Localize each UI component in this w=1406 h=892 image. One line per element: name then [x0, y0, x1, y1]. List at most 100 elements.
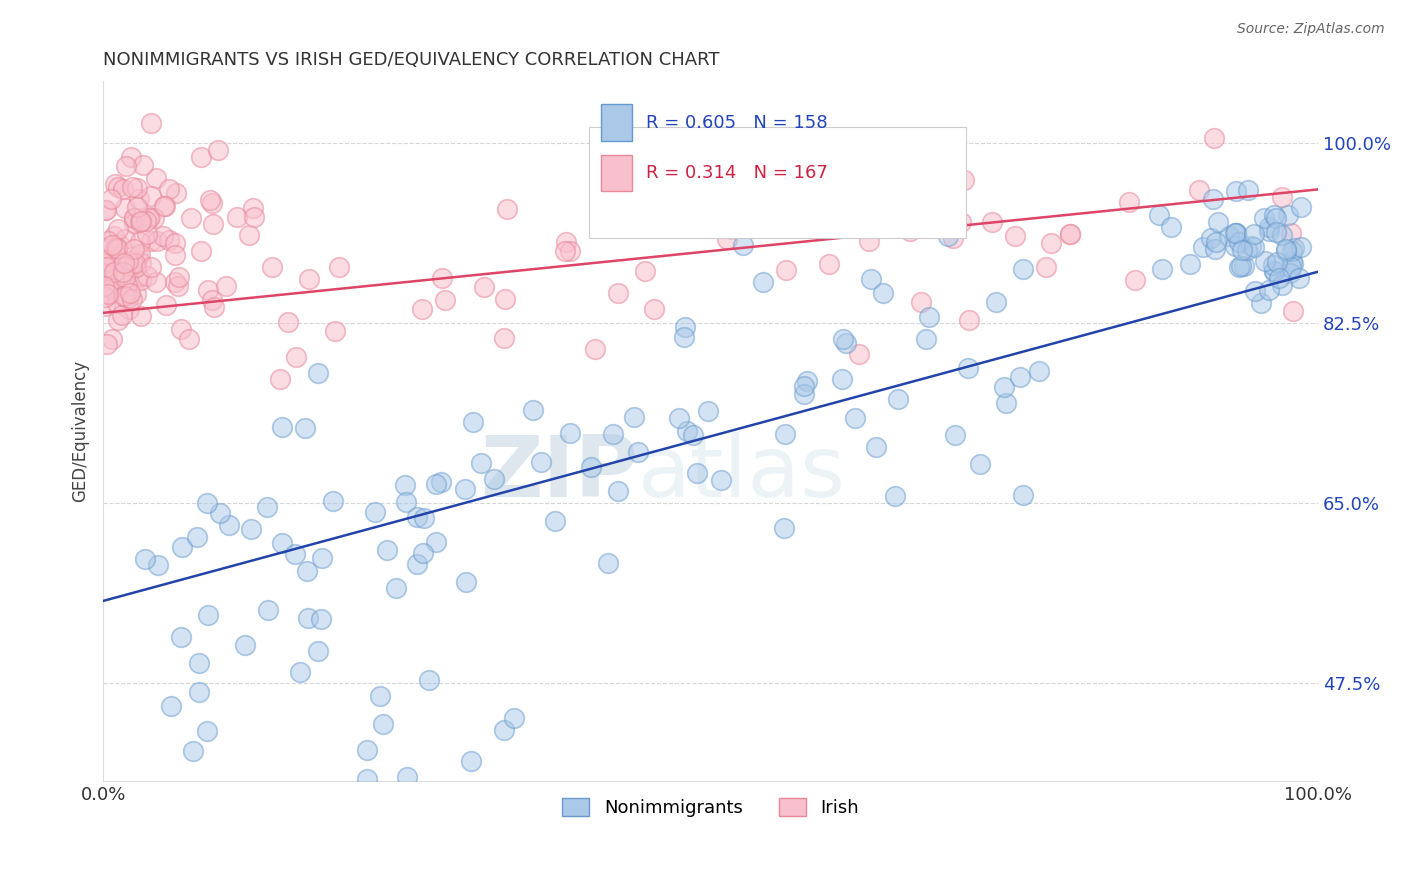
Point [617, 180, 640, 194]
Point [115, 160, 138, 174]
Point [114, 201, 136, 215]
Point [716, 232, 738, 246]
Point [1250, 295, 1272, 310]
Point [101, 237, 124, 252]
Point [104, 253, 127, 268]
Point [97, 252, 120, 266]
Point [323, 324, 346, 338]
Point [114, 232, 136, 246]
Point [1233, 260, 1256, 274]
Point [135, 268, 157, 283]
Point [522, 403, 544, 417]
Point [673, 319, 696, 334]
Text: atlas: atlas [638, 432, 846, 515]
Point [1227, 260, 1250, 274]
Point [623, 409, 645, 424]
Point [105, 295, 128, 310]
Point [775, 262, 797, 277]
Point [152, 229, 174, 244]
Point [138, 211, 160, 226]
Point [128, 192, 150, 206]
Point [277, 315, 299, 329]
Point [844, 411, 866, 425]
Point [720, 221, 742, 235]
Point [835, 335, 858, 350]
Point [1243, 240, 1265, 254]
Point [1271, 228, 1294, 243]
Point [356, 772, 378, 786]
Point [115, 277, 138, 292]
Point [257, 603, 280, 617]
Point [773, 426, 796, 441]
Point [139, 260, 162, 274]
Point [115, 267, 138, 281]
Point [180, 211, 202, 225]
Point [146, 234, 169, 248]
Point [1237, 184, 1260, 198]
Point [430, 475, 453, 489]
Point [153, 198, 176, 212]
Point [1028, 364, 1050, 378]
Point [202, 300, 225, 314]
Point [686, 466, 709, 480]
Point [128, 246, 150, 260]
Point [170, 322, 193, 336]
Point [752, 275, 775, 289]
Point [1289, 240, 1312, 254]
Point [957, 313, 980, 327]
Point [530, 455, 553, 469]
Point [160, 699, 183, 714]
Point [1236, 243, 1258, 257]
Point [117, 253, 139, 268]
Point [936, 229, 959, 244]
Point [215, 279, 238, 293]
Point [496, 202, 519, 216]
Point [104, 178, 127, 192]
Point [197, 283, 219, 297]
Point [554, 244, 576, 258]
Point [673, 330, 696, 344]
Point [1059, 227, 1081, 241]
Point [494, 292, 516, 306]
Point [405, 557, 427, 571]
Point [453, 482, 475, 496]
FancyBboxPatch shape [589, 127, 966, 238]
Point [1265, 225, 1288, 239]
Point [643, 302, 665, 317]
Point [120, 150, 142, 164]
Point [1223, 227, 1246, 241]
Point [1281, 244, 1303, 258]
Point [1263, 258, 1285, 272]
Point [127, 269, 149, 284]
Point [163, 236, 186, 251]
Point [145, 275, 167, 289]
Point [460, 755, 482, 769]
Point [96, 202, 118, 217]
Point [93, 241, 115, 255]
Point [225, 210, 247, 224]
Point [98, 285, 121, 300]
Point [606, 483, 628, 498]
Point [733, 238, 755, 252]
Point [1147, 208, 1170, 222]
Point [269, 372, 291, 386]
Point [233, 638, 256, 652]
Point [1150, 261, 1173, 276]
Point [125, 200, 148, 214]
Point [187, 656, 209, 670]
Point [1274, 242, 1296, 256]
Point [97, 235, 120, 249]
Point [114, 271, 136, 285]
Point [395, 494, 418, 508]
Point [97, 254, 120, 268]
Point [198, 194, 221, 208]
Point [1225, 184, 1247, 198]
Point [1012, 262, 1035, 277]
Point [134, 551, 156, 566]
Point [117, 291, 139, 305]
Point [1205, 235, 1227, 250]
Point [555, 235, 578, 249]
FancyBboxPatch shape [602, 155, 631, 191]
Point [579, 460, 602, 475]
Point [170, 540, 193, 554]
